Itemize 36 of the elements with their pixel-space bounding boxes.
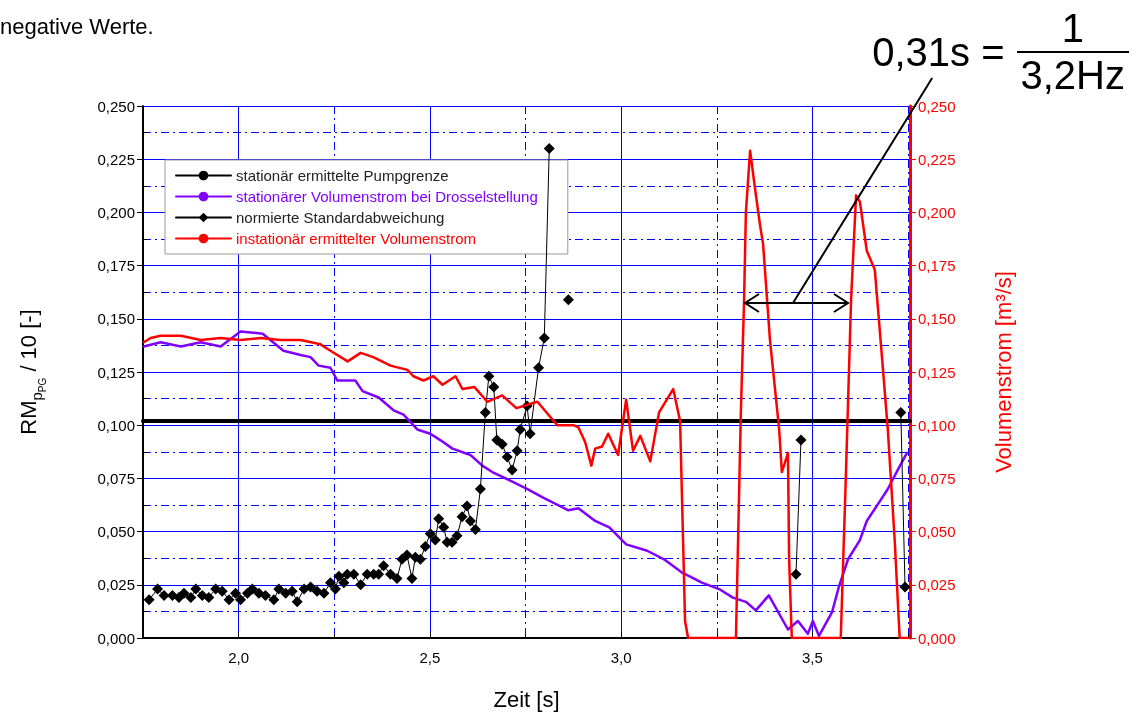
y2-tick-label: 0,200 bbox=[918, 203, 956, 221]
y2-tick-label: 0,125 bbox=[918, 363, 956, 381]
x-axis-title: Zeit [s] bbox=[493, 686, 560, 712]
legend-label: normierte Standardabweichung bbox=[236, 209, 445, 226]
y2-tick-label: 0,150 bbox=[918, 310, 956, 328]
y2-axis-title: Volumenstrom [m³/s] bbox=[990, 271, 1016, 473]
x-tick-label: 3,0 bbox=[610, 649, 632, 666]
legend-label: stationärer Volumenstrom bei Drosselstellung bbox=[236, 188, 538, 205]
y-tick-label: 0,100 bbox=[97, 416, 135, 434]
y2-tick-label: 0,075 bbox=[918, 469, 956, 487]
text: 0,31s = bbox=[872, 29, 1005, 75]
y2-tick-label: 0,025 bbox=[918, 576, 956, 594]
y2-tick-label: 0,050 bbox=[918, 523, 956, 541]
y2-tick-label: 0,175 bbox=[918, 257, 956, 275]
y-tick-label: 0,025 bbox=[97, 576, 135, 594]
text: 3,2Hz bbox=[1016, 51, 1129, 98]
y-tick-label: 0,225 bbox=[97, 150, 135, 168]
y-tick-label: 0,000 bbox=[97, 629, 135, 647]
legend-label: instationär ermittelter Volumenstrom bbox=[236, 230, 477, 247]
y2-tick-label: 0,250 bbox=[918, 97, 956, 115]
text: 1 bbox=[1060, 6, 1085, 51]
x-tick-label: 2,5 bbox=[419, 649, 441, 666]
text: negative Werte. bbox=[0, 14, 154, 40]
x-tick-label: 3,5 bbox=[802, 649, 823, 666]
y-tick-label: 0,175 bbox=[97, 257, 135, 275]
y-tick-label: 0,050 bbox=[97, 523, 135, 541]
y-tick-label: 0,250 bbox=[97, 97, 135, 115]
y-tick-label: 0,075 bbox=[97, 469, 135, 487]
y-tick-label: 0,125 bbox=[97, 363, 135, 381]
legend-label: stationär ermittelte Pumpgrenze bbox=[236, 167, 449, 184]
y-tick-label: 0,200 bbox=[97, 203, 135, 221]
y2-tick-label: 0,225 bbox=[918, 150, 956, 168]
x-tick-label: 2,0 bbox=[228, 649, 250, 666]
y2-tick-label: 0,000 bbox=[918, 629, 956, 647]
y2-tick-label: 0,100 bbox=[918, 416, 956, 434]
y-tick-label: 0,150 bbox=[97, 310, 135, 328]
